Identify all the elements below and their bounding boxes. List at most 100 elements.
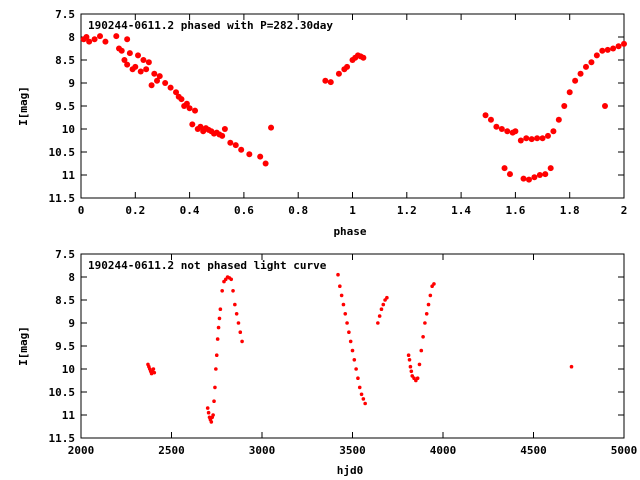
phased-data-point bbox=[189, 121, 196, 128]
unphased-data-point bbox=[205, 406, 210, 410]
phased-data-point bbox=[116, 45, 123, 52]
unphased-x-label: hjd0 bbox=[337, 464, 364, 477]
unphased-data-point bbox=[379, 307, 384, 312]
phased-data-point bbox=[121, 57, 128, 63]
unphased-data-point bbox=[415, 376, 420, 381]
unphased-data-point bbox=[336, 272, 340, 277]
unphased-data-point bbox=[348, 339, 353, 344]
unphased-data-point bbox=[229, 277, 234, 282]
unphased-x-tick-label: 3500 bbox=[339, 444, 366, 457]
unphased-data-point bbox=[363, 401, 367, 406]
phased-data-point bbox=[113, 33, 120, 40]
phased-data-point bbox=[135, 52, 142, 59]
unphased-data-point bbox=[417, 362, 422, 367]
unphased-data-point bbox=[569, 364, 574, 369]
unphased-panel: 2000 2500 3000 3500 4000 4500 5000 7.5 8 8.5 9 9.5… bbox=[17, 248, 637, 477]
unphased-y-tick-label: 11.5 bbox=[49, 432, 76, 445]
phased-data-point bbox=[344, 63, 351, 70]
unphased-y-tick-label: 8 bbox=[68, 271, 75, 284]
unphased-x-tick-label: 2000 bbox=[68, 444, 95, 457]
phased-data-point bbox=[154, 77, 161, 84]
phased-data-point bbox=[534, 135, 541, 142]
unphased-data-point bbox=[377, 314, 382, 318]
unphased-data-point bbox=[218, 307, 223, 312]
phased-x-tick-label: 0 bbox=[78, 204, 85, 217]
phased-data-point bbox=[219, 132, 226, 139]
phased-data-point bbox=[517, 137, 524, 144]
phased-data-point bbox=[83, 34, 90, 40]
phased-data-point bbox=[501, 165, 508, 172]
phased-data-point bbox=[512, 128, 519, 135]
phased-data-point bbox=[167, 84, 174, 91]
phased-data-point bbox=[621, 40, 627, 47]
phased-data-point bbox=[531, 174, 538, 181]
unphased-data-point bbox=[345, 321, 349, 325]
phased-data-point bbox=[132, 63, 139, 70]
unphased-data-point bbox=[213, 385, 217, 390]
phased-data-point bbox=[561, 103, 568, 109]
phased-x-tick-label: 1.2 bbox=[397, 204, 417, 217]
phased-x-tick-label: 1.6 bbox=[505, 204, 525, 217]
phased-data-point bbox=[268, 124, 275, 131]
phased-x-tick-label: 0.6 bbox=[234, 204, 254, 217]
phased-data-point bbox=[577, 70, 584, 77]
phased-y-tick-label: 8 bbox=[68, 31, 75, 44]
phased-data-point bbox=[615, 43, 622, 50]
unphased-data-point bbox=[356, 376, 360, 381]
unphased-data-point bbox=[421, 335, 425, 339]
phased-data-point bbox=[360, 54, 367, 61]
phased-data-point bbox=[221, 126, 228, 132]
phased-data-point bbox=[599, 47, 606, 54]
phased-data-point bbox=[91, 36, 98, 43]
unphased-data-point bbox=[220, 289, 224, 293]
unphased-data-point bbox=[347, 330, 351, 335]
phased-x-tick-label: 0.8 bbox=[288, 204, 308, 217]
phased-points bbox=[80, 33, 627, 183]
unphased-data-point bbox=[209, 420, 214, 424]
unphased-data-point bbox=[339, 293, 344, 298]
phased-data-point bbox=[178, 96, 185, 103]
phased-data-point bbox=[232, 142, 239, 149]
phased-data-point bbox=[566, 89, 573, 96]
unphased-x-tick-label: 4000 bbox=[430, 444, 457, 457]
unphased-y-tick-label: 10.5 bbox=[49, 386, 76, 399]
phased-data-point bbox=[504, 128, 511, 135]
unphased-data-point bbox=[376, 321, 380, 325]
unphased-y-label: I[mag] bbox=[17, 326, 30, 366]
phased-data-point bbox=[238, 146, 245, 153]
phased-data-point bbox=[137, 68, 144, 75]
unphased-data-point bbox=[343, 312, 348, 316]
unphased-title: 190244-0611.2 not phased light curve bbox=[88, 259, 327, 272]
phased-data-point bbox=[536, 172, 543, 178]
unphased-y-ticks: 7.5 8 8.5 9 9.5 10 10.5 11 11.5 bbox=[49, 248, 624, 445]
phased-x-tick-label: 2 bbox=[621, 204, 628, 217]
phased-data-point bbox=[498, 126, 505, 132]
unphased-data-point bbox=[354, 367, 358, 371]
phased-data-point bbox=[97, 33, 104, 40]
unphased-data-point bbox=[350, 348, 355, 353]
unphased-data-point bbox=[357, 385, 362, 390]
phased-data-point bbox=[542, 171, 549, 178]
unphased-data-point bbox=[338, 284, 342, 289]
phased-data-point bbox=[555, 116, 562, 123]
phased-data-point bbox=[547, 165, 554, 172]
phased-y-ticks: 7.5 8 8.5 9 9.5 10 10.5 11 11.5 bbox=[49, 8, 624, 205]
unphased-data-point bbox=[217, 316, 222, 321]
phased-data-point bbox=[604, 46, 611, 53]
phased-data-point bbox=[593, 52, 600, 59]
phased-data-point bbox=[601, 103, 608, 109]
phased-panel: 0 0.2 0.4 0.6 0.8 1 1.2 1.4 1.6 1.8 2 7.5 8 8.5 9 9.5 1… bbox=[17, 8, 627, 238]
phased-data-point bbox=[124, 36, 131, 43]
phased-data-point bbox=[151, 70, 158, 77]
phased-data-point bbox=[528, 136, 535, 143]
phased-data-point bbox=[145, 59, 152, 66]
phased-data-point bbox=[582, 63, 589, 70]
unphased-data-point bbox=[211, 413, 215, 417]
phased-y-tick-label: 8.5 bbox=[55, 54, 75, 67]
unphased-data-point bbox=[426, 302, 431, 307]
unphased-data-point bbox=[406, 353, 411, 358]
unphased-data-point bbox=[352, 358, 357, 362]
unphased-data-point bbox=[212, 399, 216, 404]
phased-y-tick-label: 9 bbox=[68, 77, 75, 90]
